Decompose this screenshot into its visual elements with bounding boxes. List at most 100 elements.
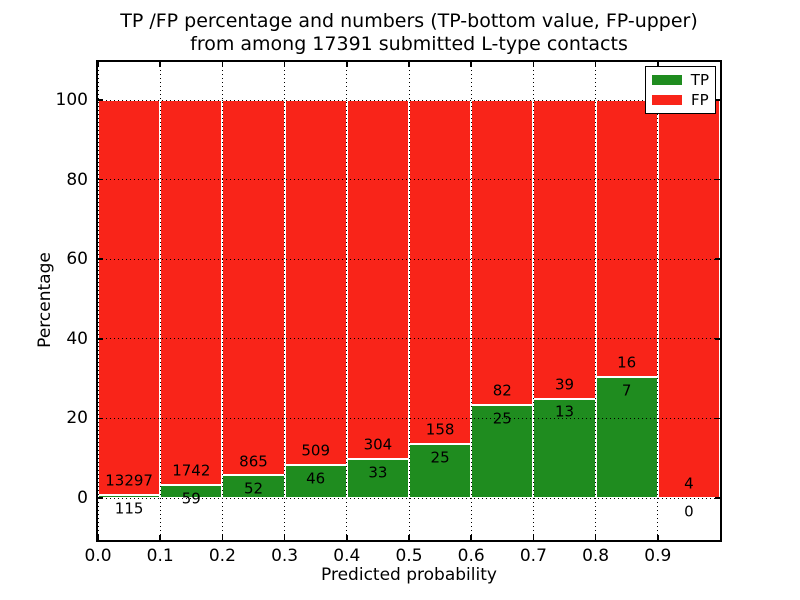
- chart-title-line2: from among 17391 submitted L-type contac…: [190, 33, 628, 55]
- fp-bar-segment: [222, 100, 285, 476]
- tp-bar-segment: [346, 459, 409, 498]
- x-tick-label: 0.4: [333, 546, 361, 566]
- y-tick-mark: [715, 417, 720, 420]
- grid-line-vertical: [346, 62, 348, 540]
- x-tick-mark: [346, 62, 348, 67]
- x-tick-mark: [408, 62, 410, 67]
- x-tick-mark: [221, 62, 224, 67]
- fp-count-label: 509: [301, 441, 331, 460]
- y-tick-label: 60: [66, 249, 88, 270]
- grid-line-vertical: [595, 62, 597, 540]
- grid-line-vertical: [408, 62, 410, 540]
- fp-count-label: 304: [363, 435, 393, 454]
- tp-count-label: 115: [114, 499, 144, 518]
- tp-count-label: 25: [492, 409, 512, 428]
- y-tick-mark: [715, 258, 720, 260]
- x-tick-label: 0.5: [395, 546, 423, 566]
- fp-count-label: 13297: [105, 471, 153, 490]
- grid-line-horizontal: [98, 497, 720, 499]
- grid-line-vertical: [284, 62, 286, 540]
- fp-bar-segment: [346, 100, 409, 460]
- tp-count-label: 25: [430, 448, 450, 467]
- grid-line-vertical: [159, 62, 161, 540]
- fp-count-label: 82: [492, 381, 512, 400]
- y-tick-mark: [98, 417, 103, 420]
- x-tick-mark: [470, 535, 472, 540]
- x-tick-label: 0.8: [582, 546, 610, 566]
- tp-bar-segment: [471, 405, 534, 498]
- tp-count-label: 13: [554, 402, 575, 421]
- y-tick-mark: [98, 497, 103, 499]
- y-tick-mark: [98, 99, 103, 101]
- tp-bar-segment: [98, 494, 161, 498]
- grid-line-horizontal: [98, 258, 720, 260]
- x-tick-mark: [594, 62, 597, 67]
- legend-label-tp: TP: [690, 71, 709, 89]
- fp-bar-segment: [533, 100, 596, 399]
- fp-bar-segment: [595, 100, 658, 377]
- y-tick-mark: [98, 338, 103, 340]
- x-tick-mark: [532, 62, 535, 67]
- tp-bar-segment: [409, 443, 472, 498]
- y-tick-mark: [715, 338, 720, 340]
- grid-line-vertical: [657, 62, 659, 540]
- tp-color-swatch-icon: [652, 75, 682, 85]
- x-tick-mark: [159, 62, 161, 67]
- tp-count-label: 52: [243, 479, 264, 498]
- tp-count-label: 33: [368, 463, 388, 482]
- x-tick-mark: [221, 535, 224, 540]
- x-tick-mark: [346, 535, 348, 540]
- legend: TP FP: [645, 66, 716, 114]
- grid-line-horizontal: [98, 99, 720, 101]
- x-tick-mark: [470, 62, 472, 67]
- fp-count-label: 4: [684, 474, 694, 493]
- y-tick-mark: [715, 497, 720, 499]
- y-tick-label: 40: [66, 328, 88, 349]
- x-tick-mark: [594, 535, 597, 540]
- x-tick-mark: [408, 535, 410, 540]
- fp-count-label: 39: [554, 375, 575, 394]
- x-tick-mark: [159, 535, 161, 540]
- y-tick-mark: [98, 258, 103, 260]
- chart-title-line1: TP /FP percentage and numbers (TP-bottom…: [120, 10, 698, 32]
- chart-title: TP /FP percentage and numbers (TP-bottom…: [98, 10, 720, 56]
- legend-item-tp: TP: [652, 71, 709, 89]
- grid-line-vertical: [470, 62, 472, 540]
- y-tick-mark: [715, 178, 720, 181]
- x-tick-label: 0.6: [457, 546, 485, 566]
- tp-count-label: 7: [621, 381, 632, 400]
- fp-bar-segment: [98, 100, 161, 495]
- x-tick-mark: [532, 535, 535, 540]
- y-tick-label: 80: [66, 169, 88, 190]
- tp-count-label: 0: [684, 502, 694, 521]
- x-tick-label: 0.2: [208, 546, 236, 566]
- x-tick-mark: [97, 62, 99, 67]
- x-tick-label: 0.7: [519, 546, 547, 566]
- tp-bar-segment: [160, 484, 223, 498]
- fp-bar-segment: [160, 100, 223, 485]
- x-tick-label: 0.3: [271, 546, 299, 566]
- fp-count-label: 865: [239, 452, 268, 470]
- x-tick-mark: [657, 62, 659, 67]
- fp-bar-segment: [409, 100, 472, 444]
- x-tick-label: 0.0: [84, 546, 112, 566]
- fp-bar-segment: [471, 100, 534, 405]
- x-tick-mark: [283, 62, 286, 67]
- grid-line-horizontal: [98, 179, 720, 181]
- fp-count-label: 1742: [172, 461, 211, 480]
- x-tick-label: 0.1: [146, 546, 174, 566]
- fp-count-label: 16: [617, 353, 637, 372]
- legend-item-fp: FP: [652, 91, 709, 109]
- x-tick-mark: [97, 535, 99, 540]
- fp-color-swatch-icon: [652, 95, 682, 105]
- fp-bar-segment: [284, 100, 347, 465]
- fp-count-label: 158: [425, 420, 455, 439]
- grid-line-vertical: [532, 62, 534, 540]
- grid-line-vertical: [221, 62, 223, 540]
- grid-line-horizontal: [98, 338, 720, 340]
- grid-line-vertical: [97, 62, 99, 540]
- y-tick-label: 100: [55, 90, 88, 110]
- x-tick-label: 0.9: [644, 546, 672, 566]
- tp-bar-segment: [595, 376, 658, 498]
